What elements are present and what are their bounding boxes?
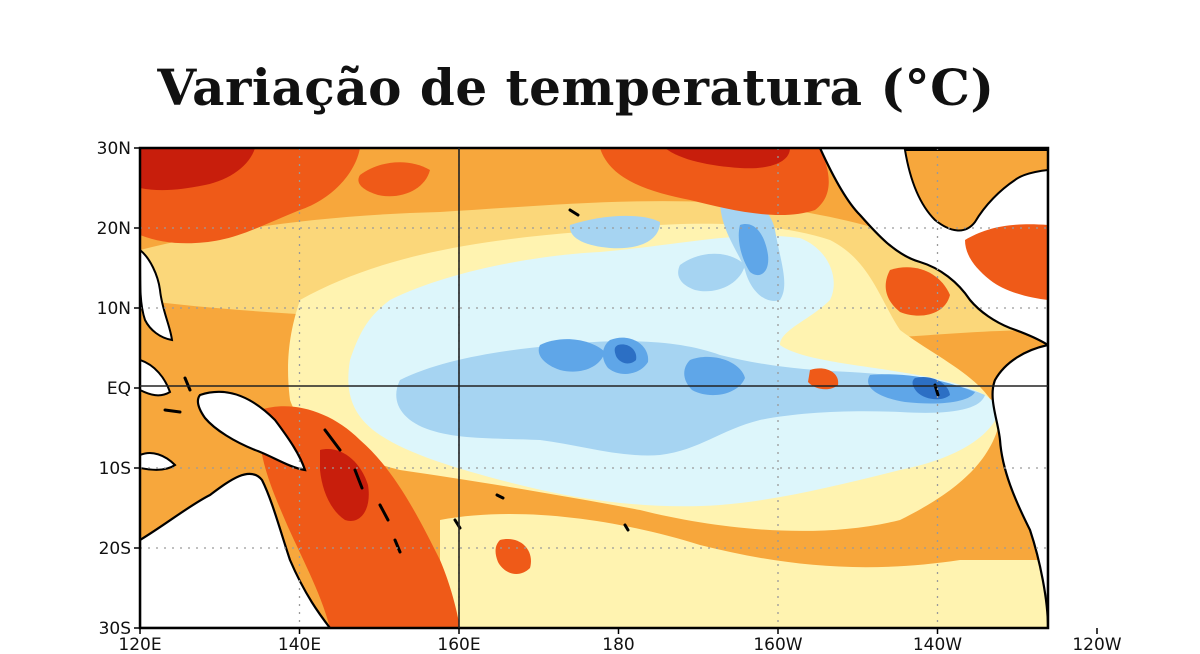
land-south-america — [991, 343, 1048, 628]
lat-tick-label: 30S — [99, 619, 131, 639]
lon-tick-label: 120W — [1072, 635, 1121, 650]
land-gulf-cutout — [903, 149, 1048, 232]
light-blue-patch — [678, 253, 745, 292]
lon-tick-label: 140W — [913, 635, 962, 650]
lat-tick-label: 10N — [97, 299, 131, 319]
dark-blue-patch — [912, 376, 950, 400]
lon-tick-label: 140E — [278, 635, 321, 650]
lon-tick-label: 160E — [437, 635, 480, 650]
red-orange-patch — [808, 368, 839, 390]
lat-tick-label: 20N — [97, 219, 131, 239]
red-orange-patch — [358, 162, 430, 197]
dark-red-patch — [665, 148, 790, 169]
lat-tick-label: EQ — [107, 379, 131, 399]
lon-tick-label: 160W — [753, 635, 802, 650]
island-chain — [163, 208, 940, 554]
land-caribbean-sea — [965, 224, 1048, 300]
dark-red-patch — [320, 449, 369, 521]
land-borneo-strip — [140, 452, 177, 471]
lat-tick-label: 10S — [99, 459, 131, 479]
land-australia — [140, 472, 332, 628]
anomaly-field — [140, 148, 1048, 628]
land-philippines — [140, 248, 174, 342]
mid-blue-patch — [538, 339, 605, 372]
dark-red-patch — [140, 148, 255, 191]
lon-tick-label: 180 — [602, 635, 634, 650]
land-new-guinea — [196, 390, 307, 472]
map-title: Variação de temperatura (°C) — [157, 58, 995, 117]
light-blue-patch — [396, 341, 985, 456]
dark-blue-patch — [614, 344, 637, 364]
lat-tick-label: 20S — [99, 539, 131, 559]
lat-tick-label: 30N — [97, 139, 131, 159]
red-orange-patch — [495, 539, 531, 574]
mid-blue-patch — [738, 224, 769, 276]
red-orange-patch — [885, 267, 950, 316]
light-blue-patch — [569, 215, 660, 249]
south-pale-band — [440, 514, 1048, 628]
lon-tick-label: 120E — [118, 635, 161, 650]
